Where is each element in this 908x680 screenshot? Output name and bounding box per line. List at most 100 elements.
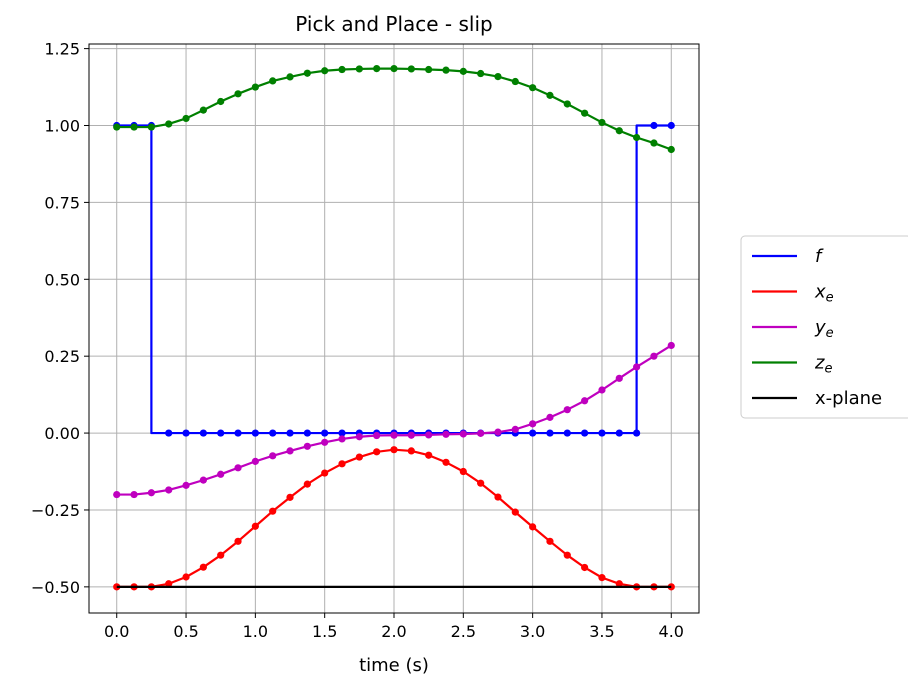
data-point-x_e [182,573,190,581]
data-point-z_e [251,83,259,91]
data-point-x_e [511,508,519,516]
data-point-f [199,429,207,437]
data-point-z_e [477,69,485,78]
data-point-z_e [442,66,450,74]
axis-ticks: 0.0 0.5 1.0 1.5 2.0 2.5 3.0 3.5 4.0 −0.50 −0.25 0.0… [31,40,684,641]
data-point-x_e [598,574,606,582]
data-point-x_e [199,563,207,571]
data-point-y_e [147,489,155,497]
legend-label-y_e: ye [814,317,834,341]
data-point-y_e [390,431,398,439]
data-point-z_e [511,77,519,86]
data-point-y_e [165,486,173,494]
data-point-y_e [130,490,138,499]
data-point-z_e [563,100,571,108]
data-point-f [529,429,537,437]
legend-label-x-plane: x-plane [815,388,882,409]
x-tick-label: 1.0 [243,622,268,641]
data-point-y_e [442,430,450,438]
y-tick-label: 1.25 [44,40,80,59]
data-point-f [321,429,329,437]
data-point-y_e [615,374,623,382]
data-point-z_e [494,73,502,81]
data-point-f [165,429,173,437]
data-point-x_e [425,451,433,459]
data-point-y_e [373,431,381,440]
data-point-z_e [182,114,190,123]
data-point-y_e [633,363,641,371]
data-point-y_e [217,470,225,478]
data-point-x_e [615,580,623,588]
data-point-y_e [650,352,658,360]
series-y_e [113,341,675,499]
x-tick-label: 0.5 [173,622,198,641]
data-point-y_e [563,406,571,414]
legend-label-f: f [815,246,824,267]
data-point-y_e [251,457,259,465]
y-tick-label: −0.50 [31,578,80,597]
data-point-f [286,429,294,437]
data-point-f [303,429,311,437]
series-x_e [113,446,675,591]
data-point-z_e [650,139,658,147]
data-point-y_e [494,428,502,436]
data-point-x_e [338,460,346,468]
data-point-z_e [303,69,311,77]
legend-label-x_e: xe [814,282,834,306]
data-point-z_e [581,109,589,117]
y-tick-label: 1.00 [44,117,80,136]
data-point-f [251,429,259,437]
data-point-y_e [459,430,467,438]
x-tick-label: 1.5 [312,622,337,641]
data-point-x_e [494,493,502,501]
data-point-x_e [217,551,225,559]
data-point-y_e [199,476,207,484]
data-point-z_e [199,106,207,114]
data-point-z_e [390,65,398,73]
data-point-z_e [165,120,173,128]
data-point-z_e [113,123,121,131]
data-point-y_e [321,438,329,446]
x-tick-label: 4.0 [659,622,684,641]
y-tick-label: −0.25 [31,501,80,520]
data-point-z_e [373,65,381,73]
data-point-f [217,429,225,437]
data-point-y_e [113,490,121,499]
data-point-z_e [633,133,641,142]
data-point-z_e [598,118,606,127]
data-point-f [546,429,554,437]
data-point-y_e [598,386,606,394]
data-point-f [581,429,589,437]
data-point-x_e [390,446,398,454]
legend-label-z_e: ze [814,353,832,377]
data-point-x_e [355,453,363,461]
data-point-y_e [182,481,190,489]
data-point-f [269,429,277,437]
data-point-x_e [563,551,571,559]
data-point-y_e [546,413,554,421]
data-point-y_e [581,397,589,405]
data-point-f [633,429,641,437]
data-point-x_e [303,480,311,488]
data-point-z_e [529,84,537,92]
data-point-x_e [234,537,242,545]
x-tick-label: 0.0 [104,622,129,641]
data-point-x_e [581,563,589,572]
data-point-y_e [477,429,485,437]
data-point-x_e [321,469,329,477]
data-point-y_e [286,447,294,455]
data-point-y_e [234,464,242,472]
data-point-f [598,429,606,437]
data-point-f [667,121,675,130]
data-point-y_e [425,431,433,439]
data-point-x_e [529,523,537,531]
data-point-x_e [373,448,381,456]
data-point-x_e [407,447,415,455]
data-point-y_e [667,341,675,350]
data-point-y_e [269,452,277,460]
data-point-z_e [546,91,554,99]
data-point-z_e [407,65,415,73]
data-point-x_e [286,493,294,501]
legend-box [740,235,908,419]
